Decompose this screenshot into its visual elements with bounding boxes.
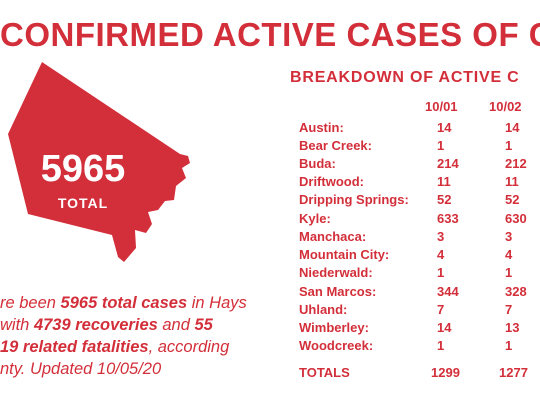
cases-date-1: 633 (437, 211, 459, 226)
cases-date-1: 1 (437, 138, 445, 153)
cases-date-2: 328 (505, 284, 527, 299)
city-name: Bear Creek: (299, 138, 372, 153)
totals-date-1: 1299 (431, 365, 460, 380)
cases-date-1: 11 (437, 174, 451, 189)
cases-date-1: 1 (437, 265, 445, 280)
cases-date-1: 1 (437, 338, 445, 353)
summary-line-1: re been 5965 total cases in Hays (0, 294, 247, 312)
city-name: San Marcos: (299, 284, 377, 299)
city-name: Driftwood: (299, 174, 364, 189)
column-header-date-2: 10/02 (489, 99, 522, 114)
hays-county-map (8, 62, 190, 262)
cases-date-1: 14 (437, 320, 452, 335)
city-name: Wimberley: (299, 320, 369, 335)
cases-date-2: 52 (505, 192, 520, 207)
summary-line-2: with 4739 recoveries and 55 (0, 316, 213, 334)
cases-date-2: 1 (505, 338, 513, 353)
city-name: Kyle: (299, 211, 331, 226)
cases-date-1: 214 (437, 156, 459, 171)
total-cases-label: TOTAL (57, 195, 109, 211)
table-row: Buda: 214 212 (0, 155, 540, 172)
headline: CONFIRMED ACTIVE CASES OF COVI (0, 16, 540, 53)
column-header-date-1: 10/01 (425, 99, 458, 114)
table-row: Manchaca: 3 3 (0, 228, 540, 245)
table-row: San Marcos: 344 328 (0, 283, 540, 300)
table-row: Uhland: 7 7 (0, 301, 540, 318)
summary-line-3: 19 related fatalities, according (0, 338, 230, 356)
table-row: Wimberley: 14 13 (0, 319, 540, 336)
county-outline (8, 62, 190, 262)
summary-line-4: nty. Updated 10/05/20 (0, 360, 162, 378)
cases-date-2: 4 (505, 247, 513, 262)
cases-date-2: 14 (505, 120, 520, 135)
city-name: Niederwald: (299, 265, 373, 280)
cases-date-2: 7 (505, 302, 513, 317)
total-cases-number: 5965 (40, 148, 126, 190)
cases-date-2: 630 (505, 211, 527, 226)
city-name: Woodcreek: (299, 338, 374, 353)
cases-date-2: 1 (505, 265, 513, 280)
cases-date-1: 7 (437, 302, 445, 317)
cases-date-1: 3 (437, 229, 445, 244)
city-name: Buda: (299, 156, 336, 171)
cases-date-2: 11 (505, 174, 519, 189)
city-name: Manchaca: (299, 229, 367, 244)
cases-date-2: 212 (505, 156, 527, 171)
cases-date-1: 344 (437, 284, 459, 299)
table-row: Niederwald: 1 1 (0, 264, 540, 281)
table-row: Dripping Springs: 52 52 (0, 191, 540, 208)
city-name: Mountain City: (299, 247, 390, 262)
summary-text: re been 5965 total cases in Hays with 47… (0, 292, 265, 380)
totals-row: TOTALS 1299 1277 (0, 364, 540, 381)
city-name: Dripping Springs: (299, 192, 409, 207)
table-row: Austin: 14 14 (0, 119, 540, 136)
cases-date-1: 4 (437, 247, 445, 262)
cases-date-1: 14 (437, 120, 452, 135)
table-row: Driftwood: 11 11 (0, 173, 540, 190)
table-row: Mountain City: 4 4 (0, 246, 540, 263)
cases-date-2: 3 (505, 229, 513, 244)
cases-date-1: 52 (437, 192, 452, 207)
cases-date-2: 13 (505, 320, 520, 335)
totals-date-2: 1277 (499, 365, 528, 380)
breakdown-title: BREAKDOWN OF ACTIVE C (290, 69, 520, 86)
city-name: Austin: (299, 120, 344, 135)
table-row: Bear Creek: 1 1 (0, 137, 540, 154)
totals-label: TOTALS (299, 365, 350, 380)
cases-date-2: 1 (505, 138, 513, 153)
table-row: Woodcreek: 1 1 (0, 337, 540, 354)
city-name: Uhland: (299, 302, 348, 317)
table-row: Kyle: 633 630 (0, 210, 540, 227)
